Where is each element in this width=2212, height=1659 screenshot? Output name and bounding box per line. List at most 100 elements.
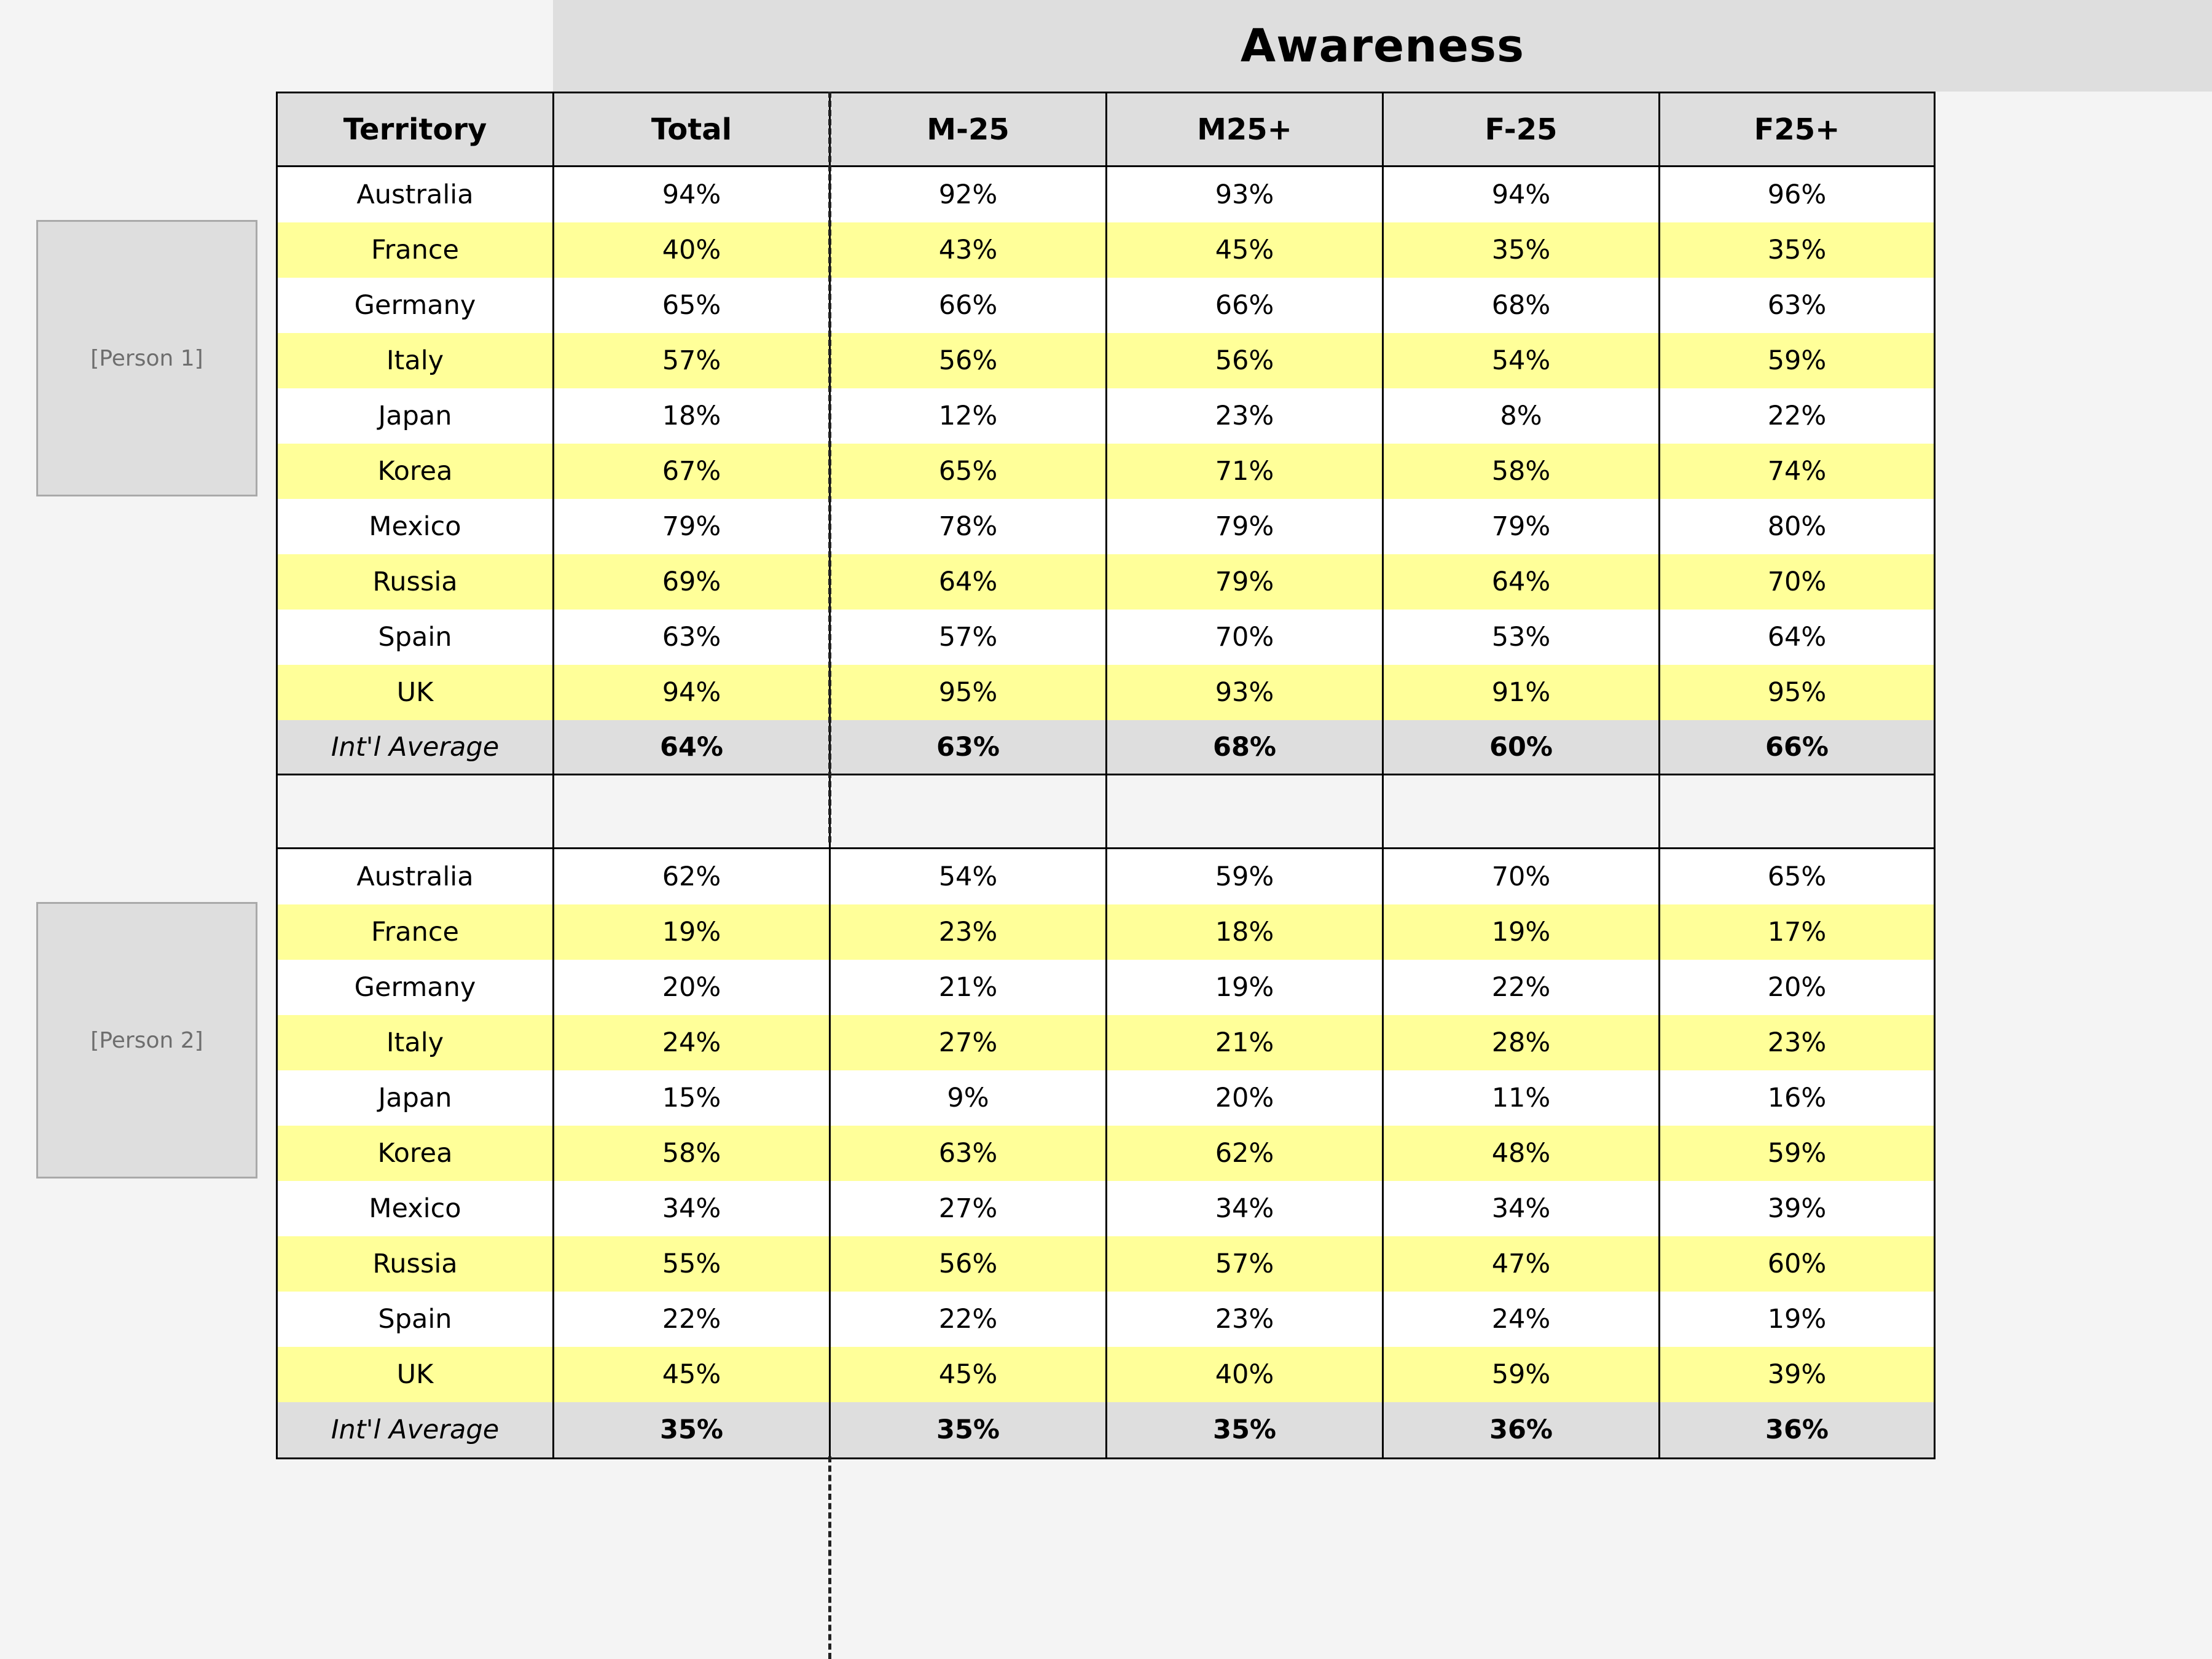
value-cell: 22% [554,1292,831,1347]
value-cell: 54% [1384,333,1660,388]
page-title: Awareness [1240,19,1525,73]
table-row: Korea 58% 63% 62% 48% 59% [278,1126,1934,1181]
value-cell: 27% [831,1015,1107,1070]
empty-cell [1107,775,1384,847]
section-person-1: Australia 94% 92% 93% 94% 96% France 40% 43% 45% 3… [278,167,1934,775]
value-cell: 64% [1767,622,1827,653]
value-cell: 94% [554,167,831,222]
value-cell: 28% [1384,1015,1660,1070]
value-cell: 35% [1384,222,1660,278]
average-value-cell: 63% [831,720,1107,774]
value-cell: 11% [1384,1070,1660,1126]
value-cell: 19% [554,904,831,960]
territory-cell: Australia [278,167,554,222]
value-cell: 39% [1767,1193,1827,1224]
table-row: Germany 20% 21% 19% 22% 20% [278,960,1934,1015]
value-cell: 20% [1107,1070,1384,1126]
value-cell: 39% [1767,1359,1827,1390]
territory-cell: Italy [278,333,554,388]
value-cell: 57% [554,333,831,388]
territory-cell: Germany [278,278,554,333]
column-header-f-25: F-25 [1384,93,1660,165]
value-cell: 23% [1767,1027,1827,1058]
territory-cell: Mexico [278,1181,554,1236]
value-cell: 93% [1107,665,1384,720]
section-separator-row [278,775,1934,849]
value-cell: 9% [831,1070,1107,1126]
awareness-table: Territory Total M-25 M25+ F-25 F25+ Aust… [276,92,1936,1459]
value-cell: 21% [831,960,1107,1015]
value-cell: 16% [1767,1083,1827,1113]
value-cell: 78% [831,499,1107,554]
value-cell: 62% [554,849,831,904]
value-cell: 95% [831,665,1107,720]
value-cell: 63% [554,610,831,665]
value-cell: 95% [1767,677,1827,708]
section-person-2: Australia 62% 54% 59% 70% 65% France 19% 23% 18% 1… [278,849,1934,1457]
average-value-cell: 36% [1765,1414,1829,1445]
dashed-divider-line [828,92,831,842]
value-cell: 57% [1107,1236,1384,1292]
value-cell: 59% [1767,1138,1827,1169]
value-cell: 24% [1384,1292,1660,1347]
value-cell: 34% [1384,1181,1660,1236]
value-cell: 53% [1384,610,1660,665]
value-cell: 59% [1107,849,1384,904]
value-cell: 21% [1107,1015,1384,1070]
value-cell: 12% [831,388,1107,444]
territory-cell: Russia [278,1236,554,1292]
value-cell: 20% [554,960,831,1015]
territory-cell: Australia [278,849,554,904]
value-cell: 40% [554,222,831,278]
table-row: Russia 69% 64% 79% 64% 70% [278,554,1934,610]
value-cell: 43% [831,222,1107,278]
value-cell: 79% [1384,499,1660,554]
value-cell: 79% [1107,554,1384,610]
table-row: Germany 65% 66% 66% 68% 63% [278,278,1934,333]
table-row: Italy 24% 27% 21% 28% 23% [278,1015,1934,1070]
value-cell: 15% [554,1070,831,1126]
territory-cell: UK [278,1347,554,1402]
value-cell: 57% [831,610,1107,665]
territory-cell: Spain [278,1292,554,1347]
value-cell: 56% [1107,333,1384,388]
table-row: Spain 63% 57% 70% 53% 64% [278,610,1934,665]
value-cell: 70% [1384,849,1660,904]
value-cell: 18% [554,388,831,444]
column-header-territory: Territory [278,93,554,165]
value-cell: 23% [1107,388,1384,444]
value-cell: 94% [554,665,831,720]
value-cell: 19% [1767,1304,1827,1335]
value-cell: 48% [1384,1126,1660,1181]
column-header-m25-plus: M25+ [1107,93,1384,165]
value-cell: 69% [554,554,831,610]
value-cell: 66% [831,278,1107,333]
value-cell: 45% [831,1347,1107,1402]
value-cell: 23% [1107,1292,1384,1347]
value-cell: 54% [831,849,1107,904]
table-row: France 19% 23% 18% 19% 17% [278,904,1934,960]
territory-cell: Germany [278,960,554,1015]
value-cell: 20% [1767,972,1827,1003]
territory-cell: Mexico [278,499,554,554]
value-cell: 35% [1767,235,1827,265]
territory-cell: Russia [278,554,554,610]
value-cell: 22% [1767,401,1827,431]
value-cell: 63% [1767,290,1827,321]
average-value-cell: 60% [1384,720,1660,774]
value-cell: 71% [1107,444,1384,499]
dashed-divider-line-extension [828,1456,831,1659]
value-cell: 63% [831,1126,1107,1181]
territory-cell: Korea [278,1126,554,1181]
average-row: Int'l Average 64% 63% 68% 60% 66% [278,720,1934,775]
value-cell: 17% [1767,917,1827,947]
table-row: Italy 57% 56% 56% 54% 59% [278,333,1934,388]
value-cell: 65% [831,444,1107,499]
value-cell: 56% [831,1236,1107,1292]
value-cell: 58% [1384,444,1660,499]
value-cell: 62% [1107,1126,1384,1181]
value-cell: 47% [1384,1236,1660,1292]
value-cell: 45% [1107,222,1384,278]
average-value-cell: 36% [1384,1402,1660,1457]
table-row: UK 45% 45% 40% 59% 39% [278,1347,1934,1402]
